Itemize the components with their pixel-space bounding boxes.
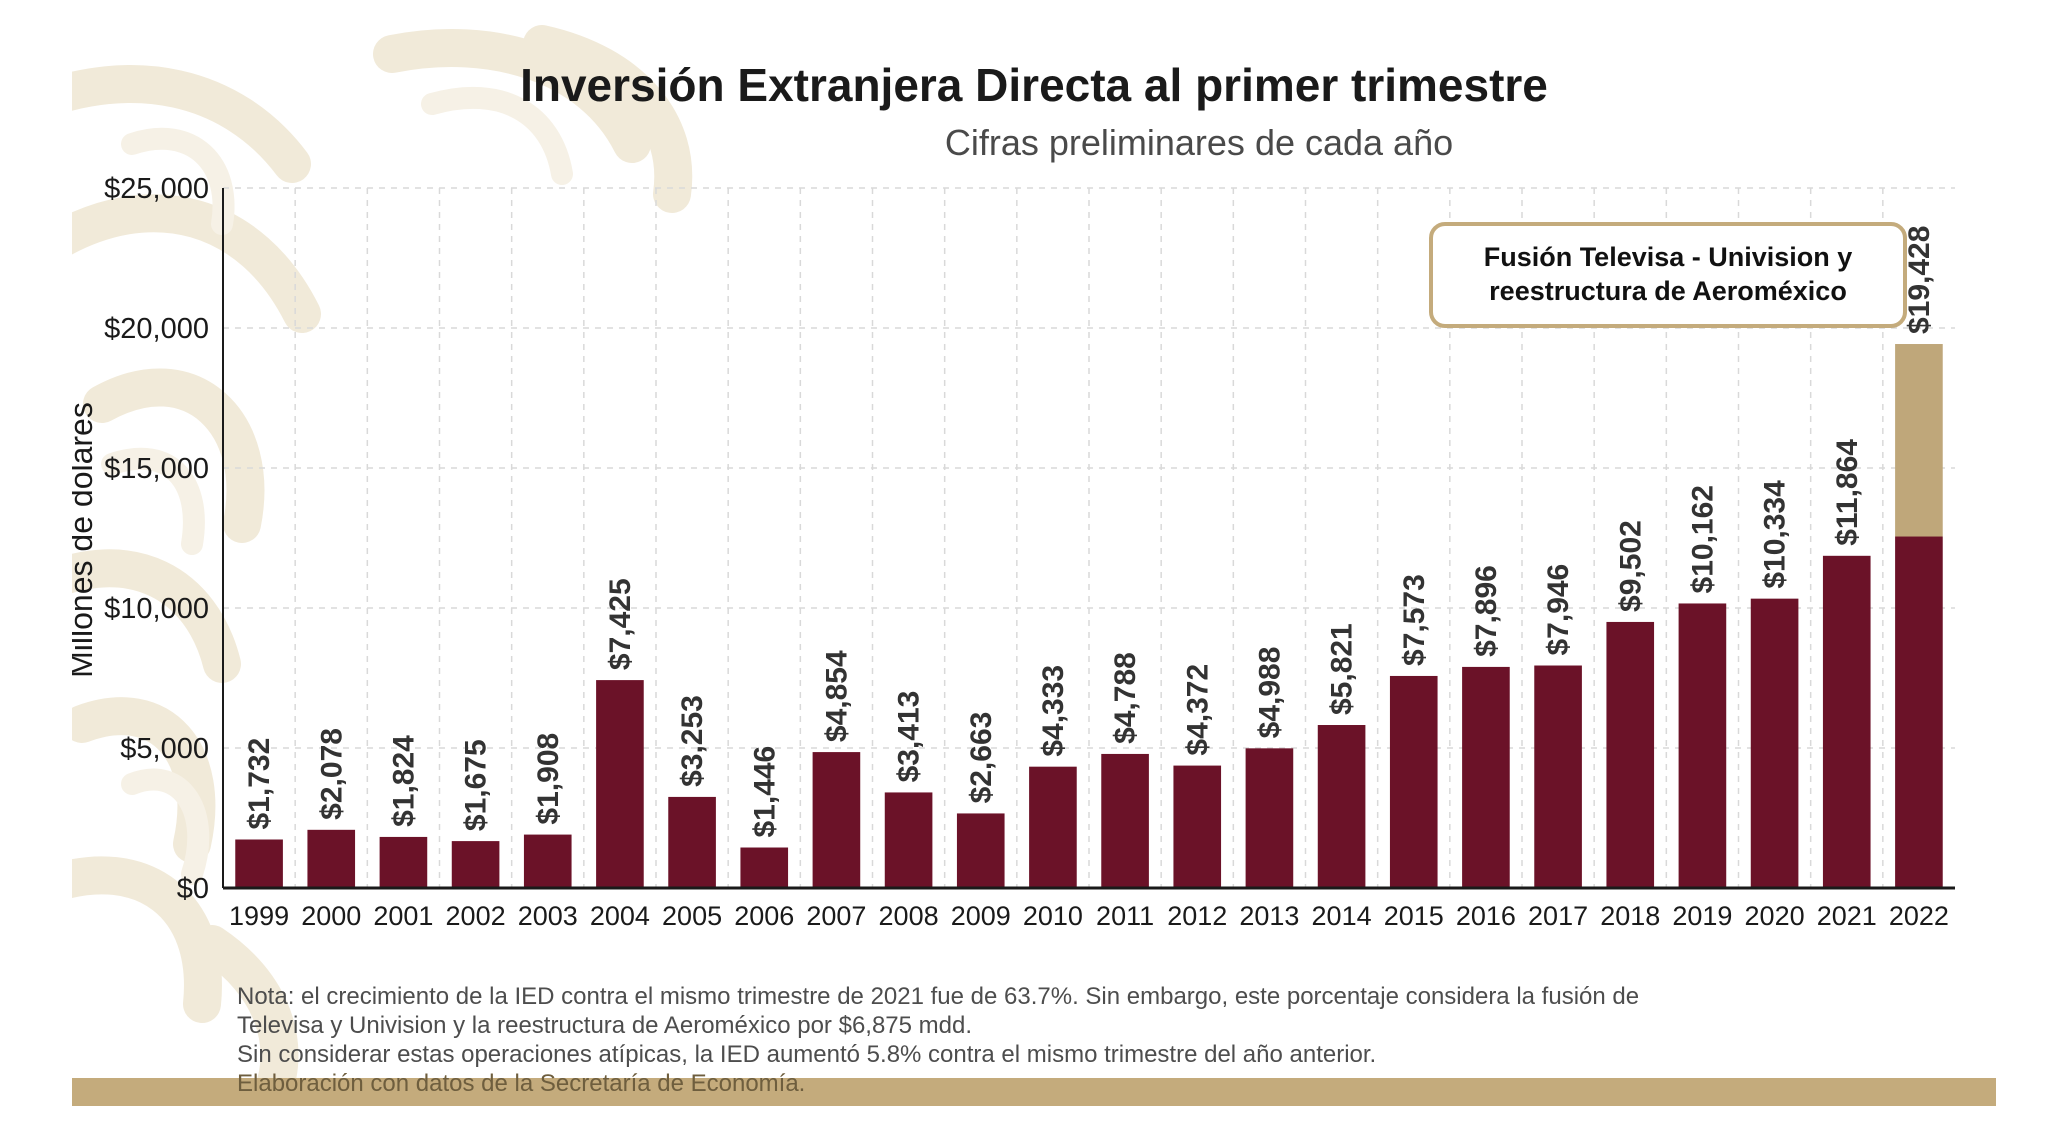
data-label-2015: $7,573 bbox=[1398, 574, 1431, 666]
data-label-2008: $3,413 bbox=[893, 691, 926, 783]
data-label-2000: $2,078 bbox=[315, 728, 348, 820]
footer-bar bbox=[72, 1078, 1996, 1106]
x-tick-label: 2016 bbox=[1456, 901, 1516, 931]
bar-2008 bbox=[884, 792, 933, 888]
y-tick-label: $15,000 bbox=[104, 453, 209, 485]
bar-2011 bbox=[1101, 753, 1149, 888]
data-label-2011: $4,788 bbox=[1109, 652, 1142, 744]
bar-2000 bbox=[307, 829, 356, 888]
bar-2016 bbox=[1462, 666, 1510, 888]
x-tick-label: 2003 bbox=[518, 901, 578, 931]
bar-2010 bbox=[1029, 766, 1077, 888]
data-label-2004: $7,425 bbox=[604, 578, 637, 670]
data-label-2007: $4,854 bbox=[820, 650, 853, 742]
data-label-2019: $10,162 bbox=[1686, 485, 1719, 593]
note-line-1: Nota: el crecimiento de la IED contra el… bbox=[237, 983, 1640, 1010]
bar-2007 bbox=[812, 752, 861, 888]
x-tick-label: 2011 bbox=[1096, 901, 1154, 931]
x-tick-label: 2010 bbox=[1023, 901, 1083, 931]
x-tick-label: 2007 bbox=[806, 901, 866, 931]
bar-2015 bbox=[1389, 675, 1438, 888]
data-label-2006: $1,446 bbox=[748, 746, 781, 838]
x-tick-label: 2015 bbox=[1384, 901, 1444, 931]
callout-line-2: reestructura de Aeroméxico bbox=[1489, 276, 1847, 306]
x-tick-label: 2002 bbox=[446, 901, 506, 931]
data-label-2009: $2,663 bbox=[965, 712, 998, 804]
data-label-2021: $11,864 bbox=[1831, 439, 1864, 546]
data-label-2001: $1,824 bbox=[387, 735, 420, 827]
x-tick-label: 2012 bbox=[1167, 901, 1227, 931]
bar-2021 bbox=[1822, 555, 1871, 888]
x-tick-label: 2018 bbox=[1600, 901, 1660, 931]
bar-2006 bbox=[740, 847, 789, 888]
bar-2012 bbox=[1173, 765, 1222, 888]
x-tick-label: 2005 bbox=[662, 901, 722, 931]
x-tick-label: 2017 bbox=[1528, 901, 1588, 931]
data-label-2022: $19,428 bbox=[1903, 226, 1936, 334]
x-tick-label: 2001 bbox=[373, 901, 433, 931]
data-label-2020: $10,334 bbox=[1759, 480, 1792, 589]
x-tick-label: 2008 bbox=[879, 901, 939, 931]
data-label-2010: $4,333 bbox=[1037, 665, 1070, 757]
data-label-2005: $3,253 bbox=[676, 695, 709, 787]
x-tick-label: 2013 bbox=[1239, 901, 1299, 931]
data-labels: $1,732 $2,078 $1,824 $1,675 $1,908 $7,425 $3,2… bbox=[243, 226, 1936, 838]
callout-box: Fusión Televisa - Univision y reestructu… bbox=[1429, 222, 1907, 328]
bar-2004 bbox=[596, 680, 644, 888]
chart-title: Inversión Extranjera Directa al primer t… bbox=[520, 59, 1548, 111]
x-tick-label: 2014 bbox=[1312, 901, 1372, 931]
bar-2022-highlight bbox=[1895, 344, 1943, 537]
note-line-3: Sin considerar estas operaciones atípica… bbox=[237, 1041, 1377, 1068]
data-label-2017: $7,946 bbox=[1542, 564, 1575, 656]
bar-2017 bbox=[1534, 665, 1582, 888]
y-tick-label: $10,000 bbox=[104, 593, 209, 625]
callout-line-1: Fusión Televisa - Univision y bbox=[1484, 242, 1853, 272]
y-tick-label: $20,000 bbox=[104, 313, 209, 345]
data-label-2012: $4,372 bbox=[1181, 664, 1214, 756]
bar-2003 bbox=[523, 834, 572, 888]
bar-2022-base bbox=[1895, 536, 1943, 888]
x-tick-label: 2009 bbox=[951, 901, 1011, 931]
bar-2001 bbox=[379, 836, 428, 888]
data-label-2013: $4,988 bbox=[1253, 647, 1286, 739]
bar-2018 bbox=[1606, 621, 1655, 888]
x-tick-label: 2019 bbox=[1672, 901, 1732, 931]
data-label-2003: $1,908 bbox=[532, 733, 565, 825]
x-axis-ticks: 1999 2000 2001 2002 2003 2004 2005 2006 2007 2008… bbox=[229, 901, 1949, 931]
data-label-2014: $5,821 bbox=[1326, 623, 1359, 715]
bar-2002 bbox=[451, 841, 500, 888]
bar-2019 bbox=[1678, 603, 1727, 888]
data-label-1999: $1,732 bbox=[243, 738, 276, 830]
slide: Inversión Extranjera Directa al primer t… bbox=[72, 24, 1996, 1106]
notes: Nota: el crecimiento de la IED contra el… bbox=[237, 982, 1957, 1098]
x-tick-label: 2021 bbox=[1817, 901, 1877, 931]
data-label-2016: $7,896 bbox=[1470, 565, 1503, 657]
bar-2013 bbox=[1245, 748, 1294, 888]
bars bbox=[235, 344, 1943, 888]
chart-subtitle: Cifras preliminares de cada año bbox=[944, 122, 1454, 163]
x-tick-label: 2020 bbox=[1745, 901, 1805, 931]
data-label-2002: $1,675 bbox=[460, 739, 493, 831]
x-tick-label: 2022 bbox=[1889, 901, 1949, 931]
bar-2020 bbox=[1750, 598, 1799, 888]
x-tick-label: 2000 bbox=[301, 901, 361, 931]
bar-2005 bbox=[668, 796, 716, 888]
y-tick-label: $25,000 bbox=[104, 173, 209, 205]
bar-chart: $0 $5,000 $10,000 $15,000 $20,000 $25,000 $1,… bbox=[72, 173, 1955, 931]
y-tick-label: $0 bbox=[177, 873, 209, 905]
y-axis-ticks: $0 $5,000 $10,000 $15,000 $20,000 $25,000 bbox=[104, 173, 209, 905]
y-axis-label: Millones de dolares bbox=[72, 402, 99, 678]
y-tick-label: $5,000 bbox=[120, 733, 209, 765]
source-line: Elaboración con datos de la Secretaría d… bbox=[237, 1070, 806, 1097]
bar-2009 bbox=[956, 813, 1005, 888]
bar-1999 bbox=[235, 839, 283, 888]
x-tick-label: 1999 bbox=[229, 901, 289, 931]
x-tick-label: 2004 bbox=[590, 901, 650, 931]
bar-2014 bbox=[1317, 725, 1366, 888]
note-line-2: Televisa y Univision y la reestructura d… bbox=[237, 1012, 973, 1039]
x-tick-label: 2006 bbox=[734, 901, 794, 931]
data-label-2018: $9,502 bbox=[1614, 520, 1647, 612]
